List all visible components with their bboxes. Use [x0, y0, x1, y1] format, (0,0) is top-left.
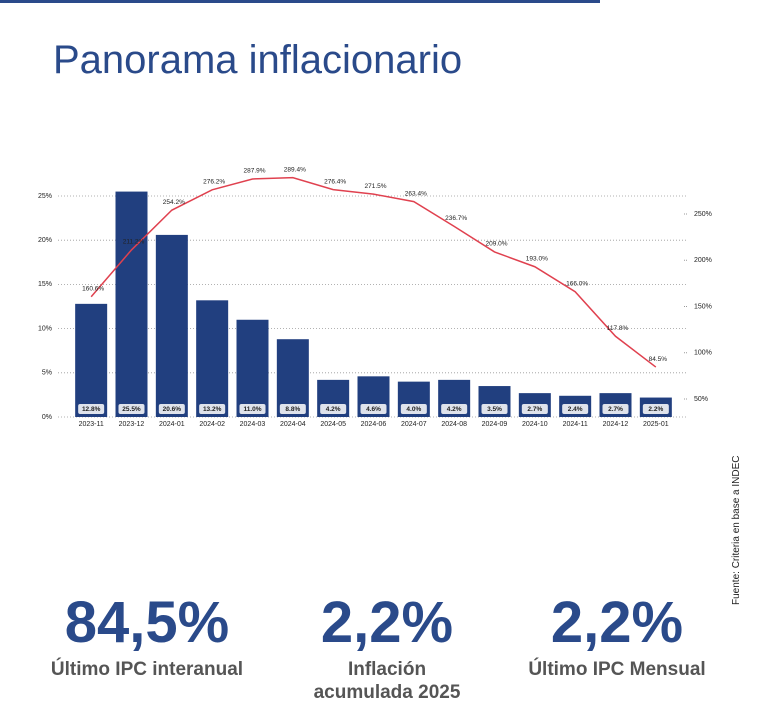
- x-tick-label: 2024-12: [603, 421, 629, 428]
- bar: [196, 300, 229, 417]
- y2-tick-label: 200%: [694, 257, 712, 264]
- y-tick-label: 5%: [42, 370, 52, 377]
- x-tick-label: 2024-04: [280, 421, 306, 428]
- bar-label: 4.2%: [326, 406, 341, 413]
- bar-label: 12.8%: [82, 406, 101, 413]
- y-tick-label: 10%: [38, 325, 52, 332]
- stat-label: Inflación acumulada 2025: [313, 659, 461, 703]
- page-title: Panorama inflacionario: [53, 38, 463, 82]
- bar-label: 4.6%: [366, 406, 381, 413]
- bar-label-bg: [441, 404, 468, 414]
- bar: [155, 234, 188, 417]
- x-tick-label: 2024-11: [563, 421, 588, 428]
- bar-label-bg: [521, 404, 548, 414]
- bar-label: 13.2%: [203, 406, 222, 413]
- line-label: 236.7%: [445, 215, 467, 222]
- top-bar: [0, 0, 600, 3]
- x-tick-label: 2023-12: [119, 421, 145, 428]
- bar-label: 2.2%: [648, 406, 663, 413]
- bar-label-bg: [400, 404, 427, 414]
- bar-label: 8.8%: [285, 406, 300, 413]
- x-tick-label: 2024-06: [361, 421, 387, 428]
- line-label: 160.6%: [82, 285, 104, 292]
- bar-label: 3.5%: [487, 406, 502, 413]
- bar-label-bg: [78, 404, 105, 414]
- line-label: 211.2%: [123, 239, 145, 246]
- line: [90, 176, 657, 368]
- y2-tick-label: 250%: [694, 211, 712, 218]
- y2-tick-label: 50%: [694, 396, 708, 403]
- bar-label-bg: [279, 404, 306, 414]
- stat: 2,2% Inflación acumulada 2025: [272, 588, 502, 704]
- y-tick-label: 25%: [38, 193, 52, 200]
- line-label: 263.4%: [405, 190, 427, 197]
- bar-label-bg: [158, 404, 185, 414]
- bar-label: 25.5%: [122, 406, 141, 413]
- line-label: 271.5%: [364, 183, 386, 190]
- stat-value: 2,2%: [550, 590, 684, 655]
- x-tick-label: 2024-02: [199, 421, 225, 428]
- x-tick-label: 2023-11: [79, 421, 104, 428]
- stat-value: 84,5%: [64, 590, 230, 655]
- stat-label: Último IPC Mensual: [528, 659, 706, 680]
- line-label: 166.0%: [566, 280, 588, 287]
- bar-label-bg: [360, 404, 387, 414]
- x-tick-label: 2024-07: [401, 421, 427, 428]
- x-tick-label: 2024-10: [522, 421, 548, 428]
- bar-label: 4.2%: [447, 406, 462, 413]
- bar-label: 2.7%: [527, 406, 542, 413]
- bar-label-bg: [481, 404, 508, 414]
- x-tick-label: 2025-01: [643, 421, 669, 428]
- line-label: 117.8%: [607, 325, 629, 332]
- line-label: 276.4%: [324, 178, 346, 185]
- bar-label-bg: [642, 404, 669, 414]
- bar-label: 11.0%: [243, 406, 261, 413]
- x-tick-label: 2024-09: [482, 421, 508, 428]
- line-label: 254.2%: [163, 199, 185, 206]
- y-tick-label: 20%: [38, 237, 52, 244]
- line-label: 193.0%: [526, 255, 548, 262]
- bar-label-bg: [602, 404, 629, 414]
- bar-label-bg: [562, 404, 589, 414]
- bar-label: 2.4%: [568, 406, 583, 413]
- line-label: 287.9%: [243, 168, 265, 175]
- bar: [75, 303, 108, 417]
- bar: [115, 191, 148, 417]
- line-label: 84.5%: [649, 356, 668, 363]
- line-label: 289.4%: [284, 166, 306, 173]
- bar-label: 2.7%: [608, 406, 623, 413]
- bar-label: 20.6%: [163, 406, 182, 413]
- y-tick-label: 15%: [38, 281, 52, 288]
- line-label: 276.2%: [203, 179, 225, 186]
- bar-label-bg: [118, 404, 145, 414]
- source-note: Fuente: Criteria en base a INDEC: [731, 455, 742, 605]
- stat-value: 2,2%: [320, 590, 454, 655]
- x-tick-label: 2024-03: [240, 421, 266, 428]
- bar-label-bg: [320, 404, 347, 414]
- bar: [236, 319, 269, 417]
- y-tick-label: 0%: [42, 414, 52, 421]
- bar-label: 4.0%: [406, 406, 421, 413]
- y2-tick-label: 150%: [694, 303, 712, 310]
- y2-tick-label: 100%: [694, 350, 712, 357]
- line-label: 209.0%: [485, 241, 507, 248]
- bar-label-bg: [239, 404, 266, 414]
- x-tick-label: 2024-01: [159, 421, 185, 428]
- stat: 2,2% Último IPC Mensual: [502, 588, 732, 681]
- stat-label: Último IPC interanual: [50, 659, 244, 680]
- x-tick-label: 2024-05: [320, 421, 346, 428]
- bar-label-bg: [199, 404, 226, 414]
- stat: 84,5% Último IPC interanual: [32, 588, 262, 681]
- chart: 0% 5% 10% 15% 20% 25% 50% 100% 150% 200% 250% 2023-…: [38, 166, 712, 428]
- x-tick-label: 2024-08: [441, 421, 467, 428]
